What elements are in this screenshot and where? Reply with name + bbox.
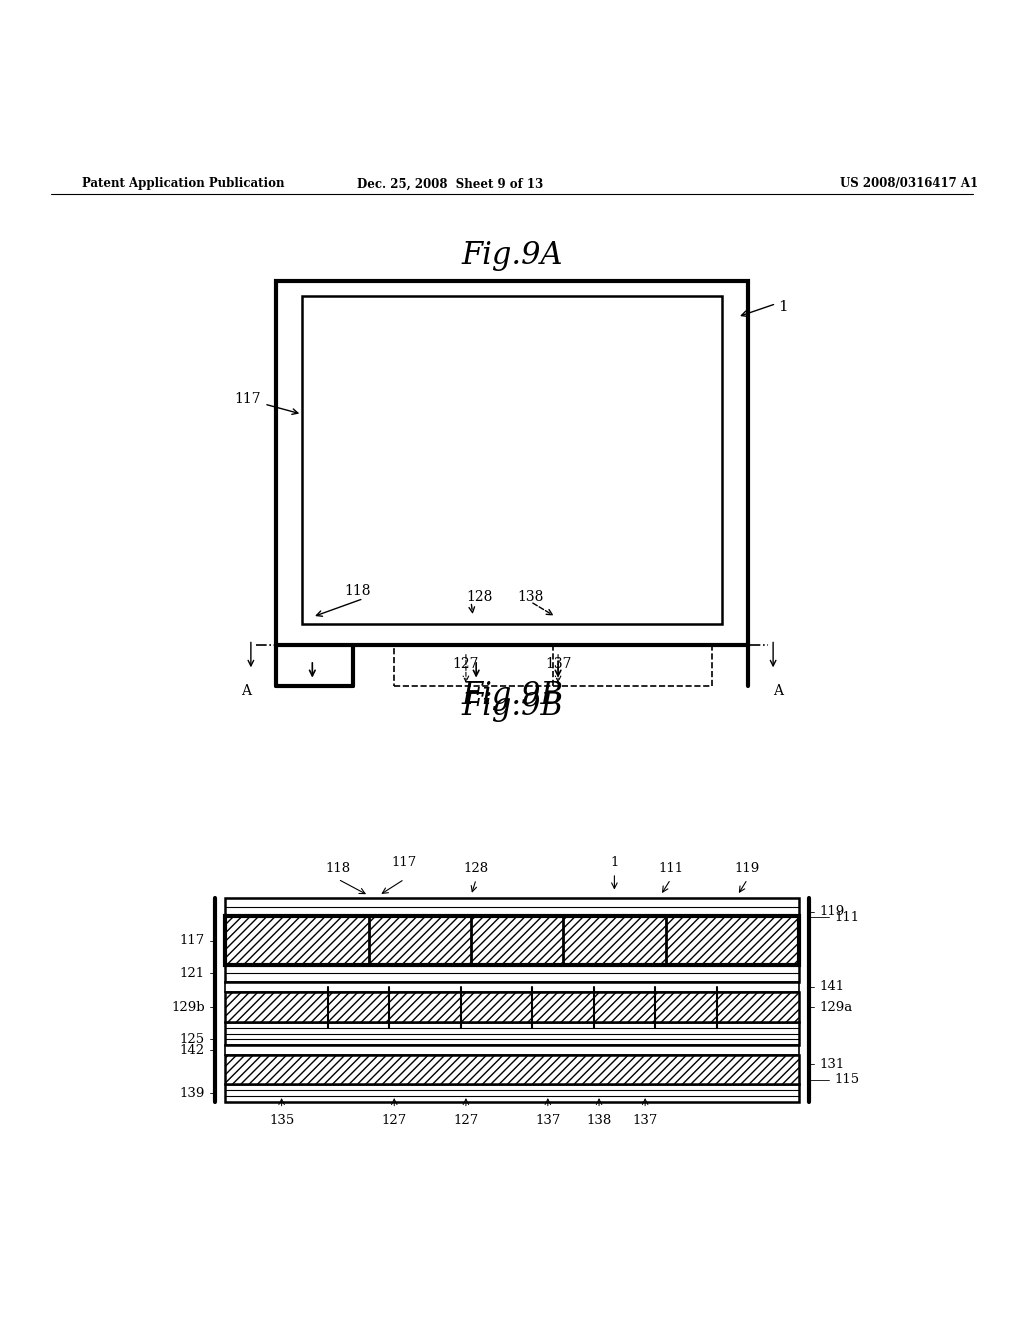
Text: 127: 127: [453, 657, 479, 671]
Text: 141: 141: [819, 981, 845, 993]
Text: Fig.9B: Fig.9B: [461, 690, 563, 722]
Text: 129b: 129b: [171, 1001, 205, 1014]
Bar: [225, 965, 799, 982]
Bar: [225, 991, 799, 1023]
Text: 137: 137: [536, 1114, 560, 1127]
Bar: [225, 1045, 799, 1055]
Text: Fig.9B: Fig.9B: [461, 680, 563, 711]
Text: US 2008/0316417 A1: US 2008/0316417 A1: [840, 177, 978, 190]
Text: 138: 138: [517, 590, 544, 603]
Bar: [225, 898, 799, 916]
Text: 121: 121: [179, 966, 205, 979]
Text: 128: 128: [466, 590, 493, 603]
Text: A: A: [241, 684, 251, 697]
Text: 128: 128: [464, 862, 488, 875]
Text: 127: 127: [454, 1114, 478, 1127]
Text: Fig.9A: Fig.9A: [461, 240, 563, 271]
Text: 142: 142: [179, 1044, 205, 1056]
Text: 117: 117: [392, 855, 417, 869]
Text: 119: 119: [819, 906, 845, 919]
Bar: [276, 281, 748, 644]
Text: Dec. 25, 2008  Sheet 9 of 13: Dec. 25, 2008 Sheet 9 of 13: [357, 177, 544, 190]
Text: 129a: 129a: [819, 1001, 852, 1014]
Text: 127: 127: [382, 1114, 407, 1127]
Text: 118: 118: [326, 862, 350, 875]
Bar: [225, 1023, 799, 1045]
Text: 119: 119: [735, 862, 760, 875]
Text: 117: 117: [179, 935, 205, 946]
Bar: [225, 808, 799, 1105]
Text: 138: 138: [587, 1114, 611, 1127]
Bar: [394, 644, 712, 685]
Text: 118: 118: [344, 585, 371, 598]
Bar: [225, 1055, 799, 1084]
Bar: [225, 916, 799, 965]
Text: 137: 137: [633, 1114, 657, 1127]
Text: 117: 117: [234, 392, 261, 405]
Text: A: A: [773, 684, 783, 697]
Bar: [302, 297, 722, 624]
Text: 111: 111: [835, 911, 860, 924]
Text: 111: 111: [658, 862, 683, 875]
Text: 137: 137: [545, 657, 571, 671]
Text: 131: 131: [819, 1059, 845, 1071]
Text: 115: 115: [835, 1073, 860, 1086]
Text: 139: 139: [179, 1086, 205, 1100]
Text: 135: 135: [269, 1114, 294, 1127]
Bar: [225, 982, 799, 991]
Text: 1: 1: [778, 300, 788, 314]
Bar: [225, 1084, 799, 1102]
Text: Patent Application Publication: Patent Application Publication: [82, 177, 285, 190]
Text: 1: 1: [610, 855, 618, 869]
Text: 125: 125: [179, 1032, 205, 1045]
